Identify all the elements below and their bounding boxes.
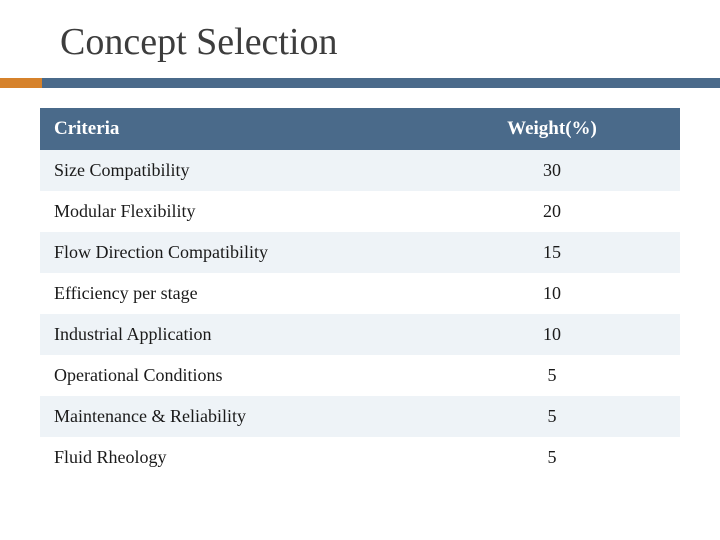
weight-cell: 10 <box>424 314 680 355</box>
weight-cell: 20 <box>424 191 680 232</box>
weight-cell: 5 <box>424 437 680 478</box>
slide-title: Concept Selection <box>60 20 680 64</box>
criteria-table-container: Criteria Weight(%) Size Compatibility 30… <box>40 108 680 478</box>
table-header-row: Criteria Weight(%) <box>40 108 680 150</box>
criteria-cell: Modular Flexibility <box>40 191 424 232</box>
criteria-cell: Efficiency per stage <box>40 273 424 314</box>
weight-cell: 5 <box>424 355 680 396</box>
criteria-cell: Industrial Application <box>40 314 424 355</box>
table-row: Modular Flexibility 20 <box>40 191 680 232</box>
header-weight: Weight(%) <box>424 108 680 150</box>
accent-blue <box>42 78 720 88</box>
weight-cell: 10 <box>424 273 680 314</box>
accent-orange <box>0 78 42 88</box>
criteria-table: Criteria Weight(%) Size Compatibility 30… <box>40 108 680 478</box>
criteria-cell: Size Compatibility <box>40 150 424 191</box>
table-row: Fluid Rheology 5 <box>40 437 680 478</box>
criteria-cell: Fluid Rheology <box>40 437 424 478</box>
table-row: Flow Direction Compatibility 15 <box>40 232 680 273</box>
header-criteria: Criteria <box>40 108 424 150</box>
criteria-cell: Maintenance & Reliability <box>40 396 424 437</box>
table-row: Size Compatibility 30 <box>40 150 680 191</box>
table-row: Industrial Application 10 <box>40 314 680 355</box>
weight-cell: 30 <box>424 150 680 191</box>
slide: Concept Selection Criteria Weight(%) Siz… <box>0 0 720 540</box>
criteria-cell: Operational Conditions <box>40 355 424 396</box>
weight-cell: 5 <box>424 396 680 437</box>
accent-bar <box>0 78 720 88</box>
weight-cell: 15 <box>424 232 680 273</box>
table-row: Efficiency per stage 10 <box>40 273 680 314</box>
criteria-cell: Flow Direction Compatibility <box>40 232 424 273</box>
table-row: Operational Conditions 5 <box>40 355 680 396</box>
table-row: Maintenance & Reliability 5 <box>40 396 680 437</box>
